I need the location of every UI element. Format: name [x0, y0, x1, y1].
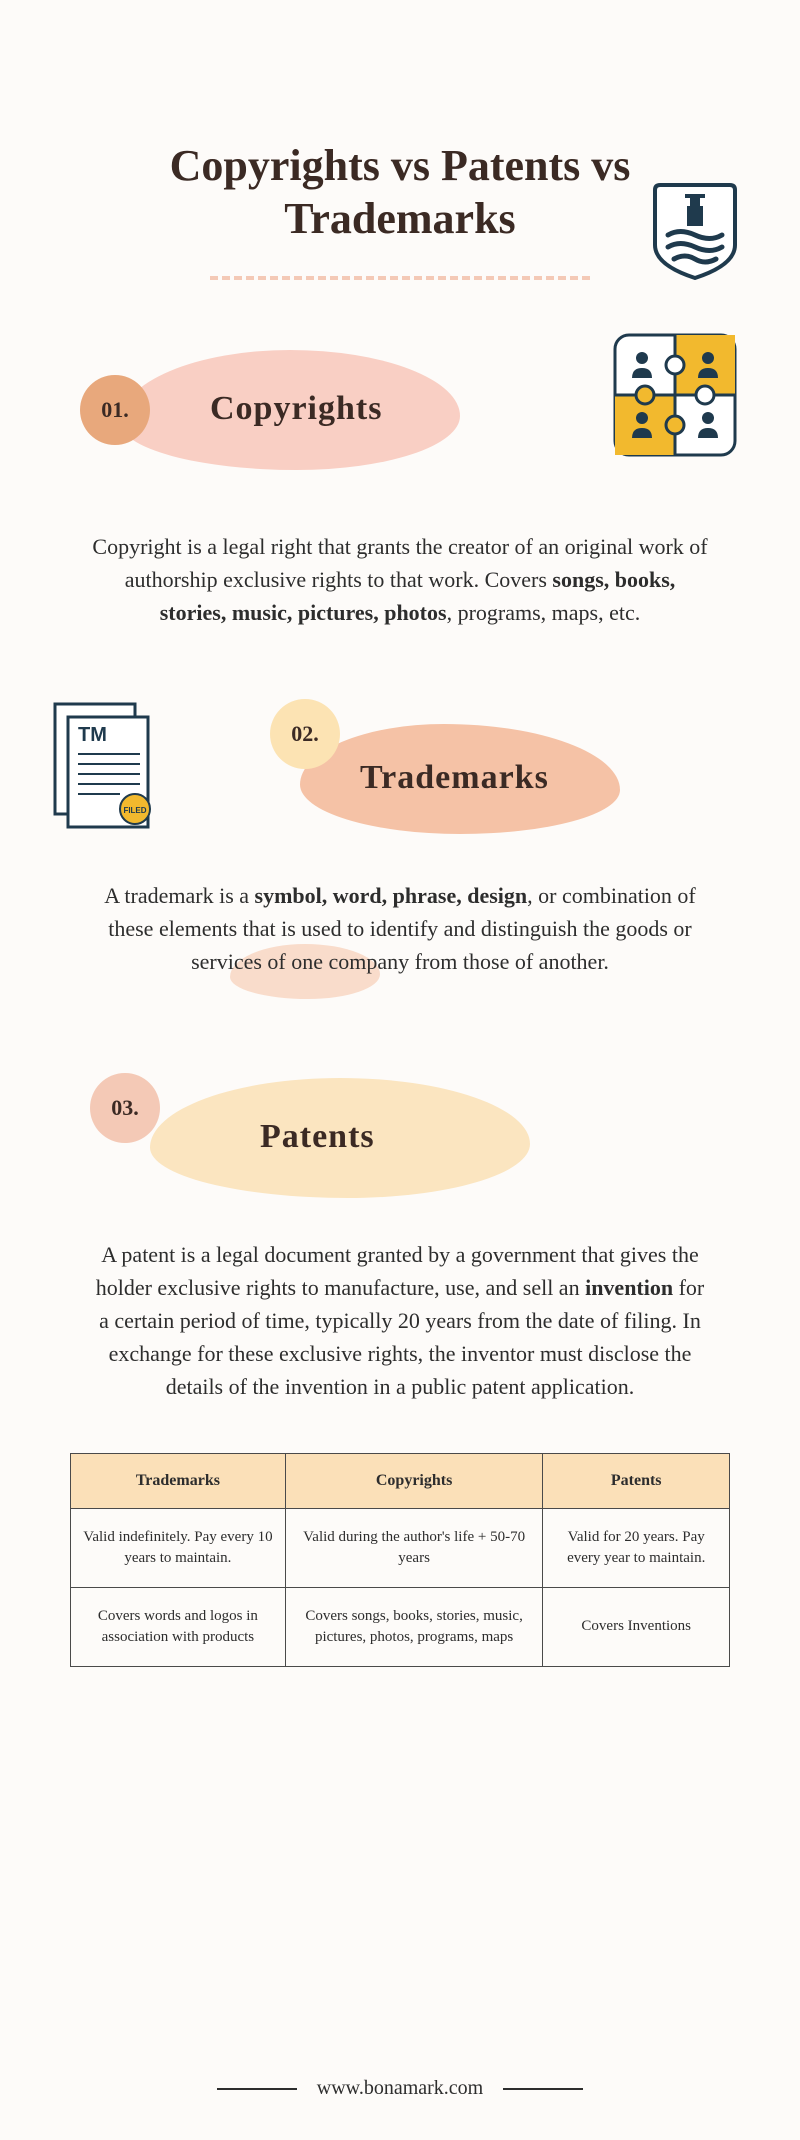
body-bold-2: symbol, word, phrase, design [255, 883, 528, 908]
table-cell: Covers Inventions [543, 1587, 730, 1666]
section-body-3: A patent is a legal document granted by … [0, 1238, 800, 1403]
section-trademarks: 02. Trademarks TM FILED [0, 689, 800, 849]
tm-document-icon: TM FILED [50, 699, 160, 829]
section-number-2: 02. [270, 699, 340, 769]
table-row: Valid indefinitely. Pay every 10 years t… [71, 1508, 730, 1587]
body-bold-3: invention [585, 1275, 673, 1300]
table-header: Patents [543, 1453, 730, 1508]
title-divider [210, 276, 590, 280]
section-number-3: 03. [90, 1073, 160, 1143]
footer-url: www.bonamark.com [0, 2077, 800, 2100]
body-post-1: , programs, maps, etc. [447, 600, 641, 625]
table-cell: Covers songs, books, stories, music, pic… [285, 1587, 543, 1666]
svg-text:FILED: FILED [123, 806, 146, 815]
section-body-2: A trademark is a symbol, word, phrase, d… [0, 879, 800, 978]
table-cell: Valid during the author's life + 50-70 y… [285, 1508, 543, 1587]
table-cell: Valid indefinitely. Pay every 10 years t… [71, 1508, 286, 1587]
comparison-table: Trademarks Copyrights Patents Valid inde… [70, 1453, 730, 1667]
section-body-1: Copyright is a legal right that grants t… [0, 530, 800, 629]
section-copyrights: 01. Copyrights [0, 330, 800, 490]
brand-logo [650, 180, 740, 280]
table-cell: Valid for 20 years. Pay every year to ma… [543, 1508, 730, 1587]
table-header: Trademarks [71, 1453, 286, 1508]
section-number-1: 01. [80, 375, 150, 445]
section-heading-2: Trademarks [360, 759, 549, 797]
table-header-row: Trademarks Copyrights Patents [71, 1453, 730, 1508]
table-cell: Covers words and logos in association wi… [71, 1587, 286, 1666]
section-heading-3: Patents [260, 1118, 375, 1156]
body-pre-2: A trademark is a [104, 883, 254, 908]
table-row: Covers words and logos in association wi… [71, 1587, 730, 1666]
section-heading-1: Copyrights [210, 390, 382, 428]
lighthouse-shield-icon [650, 180, 740, 280]
section-patents: 03. Patents [0, 1058, 800, 1218]
puzzle-icon [610, 330, 740, 460]
table-header: Copyrights [285, 1453, 543, 1508]
svg-text:TM: TM [78, 724, 107, 746]
